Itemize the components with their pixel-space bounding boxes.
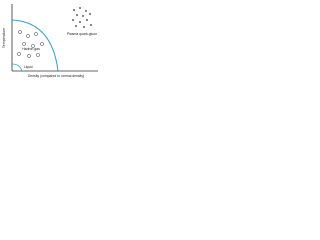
phase-boundary	[11, 19, 59, 72]
region-label: Hadron gas	[22, 47, 40, 51]
plasma-particles	[72, 7, 92, 28]
region-label: Liquid	[24, 65, 33, 69]
x-axis-label: Density (compared to normal density)	[28, 74, 84, 78]
y-axis-label: Temperature	[2, 28, 6, 48]
region-label: Plasma quark-gluon	[67, 32, 97, 36]
page: {"diagram": { "axes": {"y_label": "Tempe…	[0, 0, 100, 82]
liquid-gas-boundary	[11, 63, 23, 72]
phase-diagram: Temperature Density (compared to normal …	[2, 4, 98, 78]
hadron-particles	[17, 30, 44, 58]
